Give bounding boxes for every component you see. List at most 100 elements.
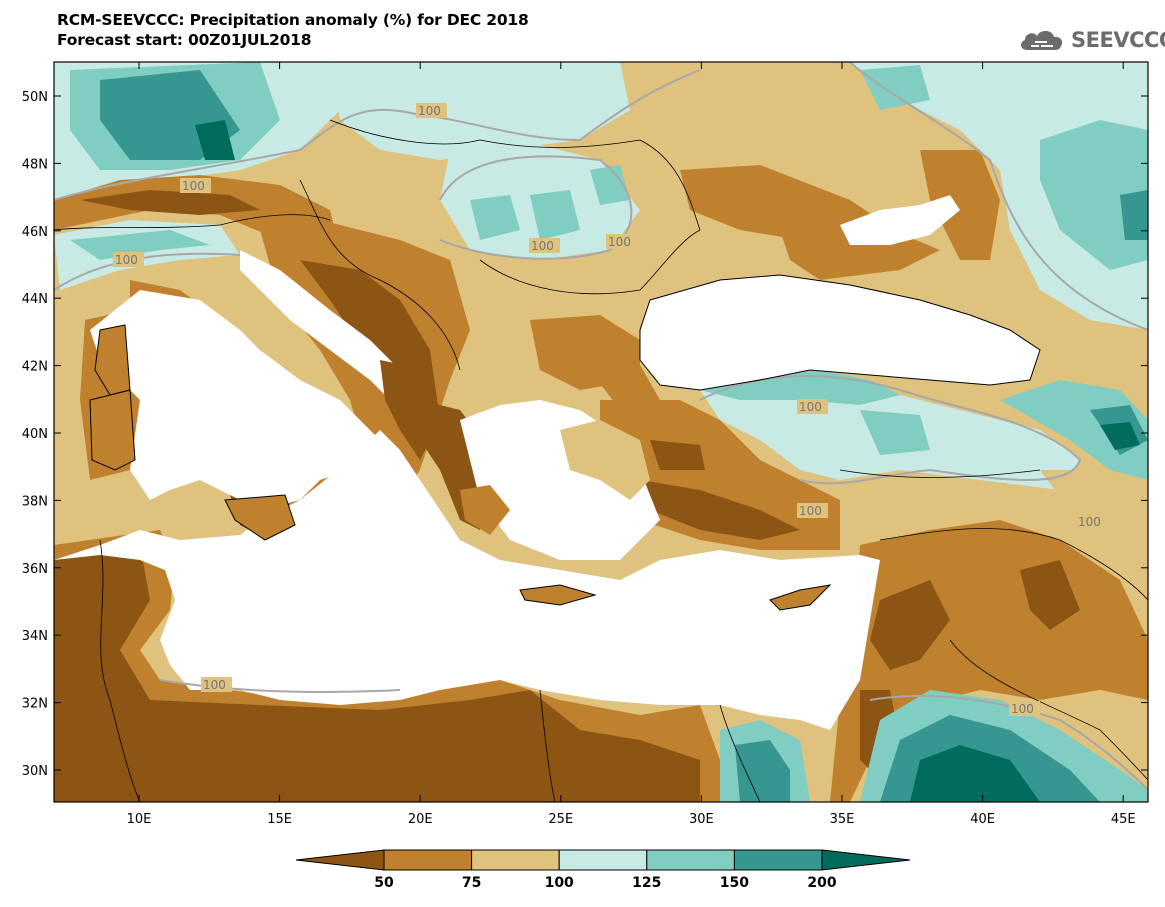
colorbar-label: 150 xyxy=(720,875,749,891)
field-nw-gt200 xyxy=(195,120,235,160)
colorbar-segment-lt50 xyxy=(295,849,385,871)
svg-text:100: 100 xyxy=(531,239,554,253)
field-africa-lt50 xyxy=(54,545,700,802)
border-7 xyxy=(949,639,1148,781)
contour-label-9: 100 xyxy=(1009,701,1040,716)
field-east-125-150-b xyxy=(860,65,930,110)
lon-label: 40E xyxy=(970,812,995,827)
coast-sicily xyxy=(224,494,296,541)
field-carpathian-125-150-c xyxy=(590,165,630,205)
contour-labels: 100 100 100 100 100 100 100 100 100 100 xyxy=(113,103,1107,716)
country-borders xyxy=(54,119,1148,802)
svg-text:100: 100 xyxy=(799,504,822,518)
contour-label-10: 100 xyxy=(1076,514,1107,529)
lat-label: 40N xyxy=(22,427,48,442)
lat-label: 50N xyxy=(22,90,48,105)
field-don-50-75 xyxy=(920,150,1000,260)
sea-mediterranean xyxy=(54,430,880,730)
figure-title: RCM-SEEVCCC: Precipitation anomaly (%) f… xyxy=(57,10,529,50)
border-1 xyxy=(54,214,331,231)
field-east-150-200 xyxy=(1120,190,1148,240)
contour-label-6: 100 xyxy=(797,399,828,414)
colorbar-label: 50 xyxy=(374,875,394,891)
colorbar-label: 125 xyxy=(632,875,661,891)
lon-label: 30E xyxy=(689,812,714,827)
contour-label-8: 100 xyxy=(201,677,232,692)
lat-label: 42N xyxy=(22,360,48,375)
field-arabia-gt200 xyxy=(910,745,1040,802)
island-sicily xyxy=(225,495,295,540)
map-field xyxy=(54,62,1148,802)
coast-cyprus xyxy=(769,584,832,611)
title-line-1: RCM-SEEVCCC: Precipitation anomaly (%) f… xyxy=(57,11,529,29)
island-peloponnese xyxy=(460,485,510,535)
colorbar-segment xyxy=(471,849,560,871)
contour-label-2: 100 xyxy=(113,252,144,267)
title-line-2: Forecast start: 00Z01JUL2018 xyxy=(57,31,312,49)
lat-label: 30N xyxy=(22,764,48,779)
lon-label: 25E xyxy=(548,812,573,827)
contour-label-3: 100 xyxy=(416,103,447,118)
colorbar-segment xyxy=(733,849,823,871)
field-bulgaria-50-75 xyxy=(590,365,660,410)
contour-line-3 xyxy=(439,155,633,260)
land-albania xyxy=(380,360,440,460)
contour-line-1 xyxy=(54,69,701,201)
coast-crete xyxy=(519,584,597,606)
lat-label: 34N xyxy=(22,629,48,644)
border-2 xyxy=(329,119,641,148)
field-anatolia-lt50-b xyxy=(650,440,705,470)
coastlines xyxy=(89,274,1041,611)
border-9 xyxy=(539,689,556,802)
svg-text:100: 100 xyxy=(115,253,138,267)
map-frame xyxy=(53,61,1149,803)
svg-text:100: 100 xyxy=(182,179,205,193)
contour-label-7: 100 xyxy=(797,503,828,518)
colorbar: 50 75 100 125 150 200 xyxy=(295,849,911,891)
lon-label: 15E xyxy=(267,812,292,827)
field-carpathian-125-150-b xyxy=(530,190,580,240)
svg-text:100: 100 xyxy=(203,678,226,692)
field-east-125-150 xyxy=(1040,120,1148,270)
lat-label: 38N xyxy=(22,494,48,509)
contour-label-1: 100 xyxy=(180,178,211,193)
contour-label-5: 100 xyxy=(606,234,637,249)
border-4 xyxy=(479,229,701,295)
field-levant-lt50-b xyxy=(1020,560,1080,630)
svg-text:100: 100 xyxy=(1078,515,1101,529)
contour-label-4: 100 xyxy=(529,238,560,253)
island-sardinia xyxy=(90,390,135,470)
lon-label: 10E xyxy=(127,812,152,827)
lon-label: 20E xyxy=(408,812,433,827)
field-alps-lt50 xyxy=(80,190,260,215)
border-10 xyxy=(719,704,761,802)
svg-text:100: 100 xyxy=(608,235,631,249)
cloud-logo-icon xyxy=(1021,30,1063,50)
colorbar-segment-gt200 xyxy=(821,849,911,871)
lat-label: 48N xyxy=(22,157,48,172)
lat-label: 36N xyxy=(22,562,48,577)
seevccc-logo: SEEVCCC xyxy=(1017,20,1165,60)
colorbar-label: 75 xyxy=(462,875,481,891)
field-north-100-125 xyxy=(330,62,630,160)
coast-sardinia xyxy=(89,389,136,471)
lon-label: 45E xyxy=(1111,812,1136,827)
field-ukraine-50-75 xyxy=(680,165,880,240)
field-anatolia-lt50-a xyxy=(640,480,800,540)
field-po-125-150 xyxy=(70,230,210,260)
border-8 xyxy=(99,539,141,802)
field-caucasus-125-150 xyxy=(1000,380,1148,480)
land-west-anatolia xyxy=(560,420,650,500)
lat-axis: 50N 48N 46N 44N 42N 40N 38N 36N 34N 32N 30N xyxy=(22,90,1148,779)
colorbar-label: 100 xyxy=(545,875,574,891)
border-3 xyxy=(299,179,461,371)
contour-line-5 xyxy=(849,62,1148,331)
field-carpathian-125-150-a xyxy=(470,195,520,240)
logo-text: SEEVCCC xyxy=(1071,28,1165,52)
field-nile-150-200 xyxy=(735,740,790,802)
field-east-75-100 xyxy=(900,290,1148,360)
contour-line-6 xyxy=(159,679,401,693)
border-6 xyxy=(879,528,1148,601)
colorbar-label: 200 xyxy=(807,875,836,891)
sea-azov xyxy=(840,195,960,245)
